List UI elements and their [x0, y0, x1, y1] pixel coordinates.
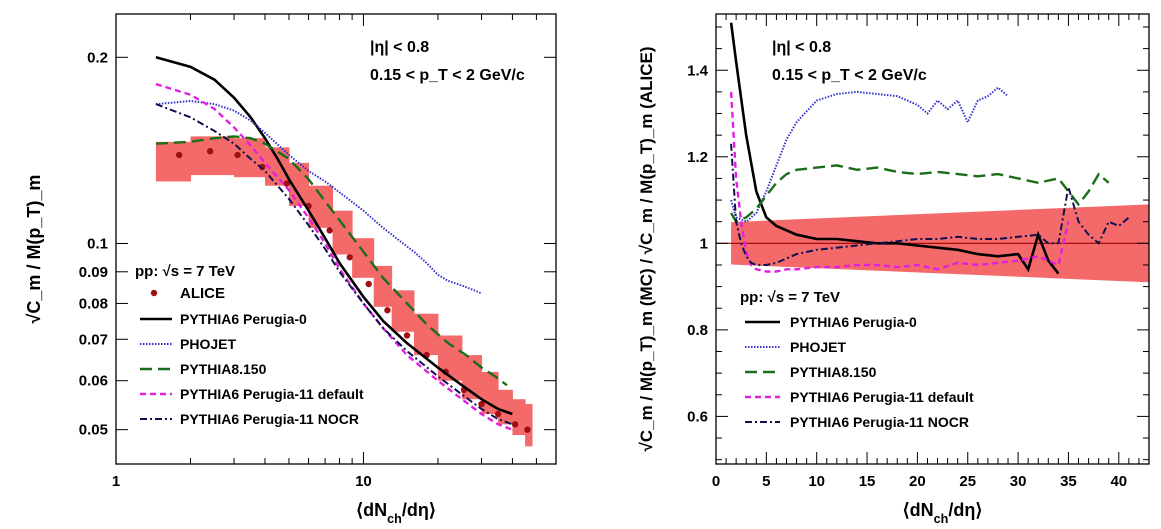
legend-label-p11nocr: PYTHIA6 Perugia-11 NOCR: [790, 414, 969, 430]
series-line-pythia8: [730, 164, 1110, 224]
annotation-pt: 0.15 < p_T < 2 GeV/c: [772, 67, 927, 84]
alice-syst-band: [332, 210, 353, 255]
legend-label-perugia0: PYTHIA6 Perugia-0: [790, 314, 917, 330]
annotation-eta: |η| < 0.8: [370, 39, 429, 56]
x-tick-label: 0: [712, 473, 720, 490]
x-axis-title: ⟨dNch/dη⟩: [903, 500, 983, 524]
y-tick-label: 0.09: [79, 264, 108, 281]
alice-point: [365, 280, 372, 288]
legend-header: pp: √s = 7 TeV: [740, 289, 840, 306]
alice-syst-band: [437, 335, 463, 381]
y-tick-label: 0.8: [687, 322, 708, 339]
alice-syst-band: [525, 404, 533, 447]
annotation-pt: 0.15 < p_T < 2 GeV/c: [370, 67, 525, 84]
x-tick-label: 25: [959, 473, 976, 490]
y-tick-label: 0.06: [79, 373, 108, 390]
series-line-phojet: [155, 99, 482, 295]
annotation-eta: |η| < 0.8: [772, 39, 831, 56]
y-tick-label: 0.6: [687, 408, 708, 425]
alice-point: [384, 307, 391, 314]
alice-syst-band: [352, 238, 375, 278]
alice-syst-band: [498, 389, 513, 425]
alice-point: [494, 410, 502, 418]
y-tick-label: 0.2: [87, 49, 108, 66]
series-line-p11nocr: [155, 103, 513, 426]
x-axis-title: ⟨dNch/dη⟩: [356, 500, 436, 524]
y-tick-label: 1: [700, 235, 708, 252]
alice-point: [283, 180, 290, 187]
legend-label-phojet: PHOJET: [180, 336, 236, 352]
alice-syst-band: [413, 313, 439, 356]
plot-frame: [715, 13, 1150, 465]
series-line-p11default: [155, 82, 513, 431]
y-tick-label: 0.08: [79, 295, 108, 312]
y-tick-label: 0.05: [79, 422, 108, 439]
alice-point: [524, 426, 531, 433]
y-axis-title: √C_m / M(p_T)_m: [24, 175, 44, 324]
y-axis-title-group: √C_m / M(p_T)_m (MC) / √C_m / M(p_T)_m (…: [637, 47, 656, 452]
x-tick-label: 20: [909, 473, 926, 490]
legend-label-phojet: PHOJET: [790, 339, 846, 355]
alice-point: [326, 227, 333, 234]
y-tick-label: 0.1: [87, 235, 108, 252]
x-tick-label: 1: [112, 473, 120, 490]
legend-label-alice: ALICE: [180, 285, 225, 302]
series-line-p11nocr: [730, 143, 1130, 266]
x-tick-label: 30: [1010, 473, 1027, 490]
y-tick-label: 0.07: [79, 331, 108, 348]
plot-frame: [115, 13, 557, 465]
x-tick-label: 40: [1110, 473, 1127, 490]
alice-syst-band: [481, 371, 499, 415]
series-line-pythia8: [155, 135, 508, 387]
y-tick-label: 1.4: [687, 62, 709, 79]
alice-point: [206, 148, 214, 155]
alice-syst-band: [190, 136, 235, 176]
alice-syst-band: [373, 265, 393, 307]
y-axis-title: √C_m / M(p_T)_m (MC) / √C_m / M(p_T)_m (…: [637, 47, 656, 452]
legend-label-p11nocr: PYTHIA6 Perugia-11 NOCR: [180, 411, 359, 427]
alice-point: [403, 332, 411, 339]
alice-point: [175, 151, 183, 159]
y-tick-label: 1.2: [687, 149, 708, 166]
alice-syst-band: [512, 399, 526, 436]
legend-label-pythia8: PYTHIA8.150: [790, 364, 877, 380]
alice-point: [234, 151, 241, 159]
legend-header: pp: √s = 7 TeV: [135, 263, 235, 280]
x-tick-label: 10: [808, 473, 825, 490]
x-tick-label: 5: [762, 473, 770, 490]
legend-label-pythia8: PYTHIA8.150: [180, 361, 267, 377]
alice-point: [346, 254, 353, 261]
alice-syst-band: [155, 141, 191, 182]
left-panel: 1 10 0.05 0.06 0.07 0.08 0.09 0.1 0.2 ⟨dNch/dη⟩ √C…: [24, 13, 557, 526]
x-tick-label: 15: [859, 473, 876, 490]
legend-label-p11default: PYTHIA6 Perugia-11 default: [790, 389, 974, 405]
y-axis-title-group: √C_m / M(p_T)_m: [24, 175, 44, 324]
series-line-perugia0: [155, 56, 513, 416]
alice-syst-band: [391, 290, 415, 332]
x-tick-label: 10: [355, 473, 372, 490]
alice-point: [478, 400, 485, 408]
right-panel: 0 5 10 15 20 25 30 35 40 0.6 0.8 1 1.2 1.4 ⟨dNch/dη⟩ √C…: [637, 13, 1150, 526]
x-tick-label: 35: [1060, 473, 1077, 490]
legend-label-p11default: PYTHIA6 Perugia-11 default: [180, 386, 364, 402]
legend-marker-alice: [150, 289, 158, 297]
alice-point: [511, 421, 519, 428]
legend-label-perugia0: PYTHIA6 Perugia-0: [180, 311, 307, 327]
